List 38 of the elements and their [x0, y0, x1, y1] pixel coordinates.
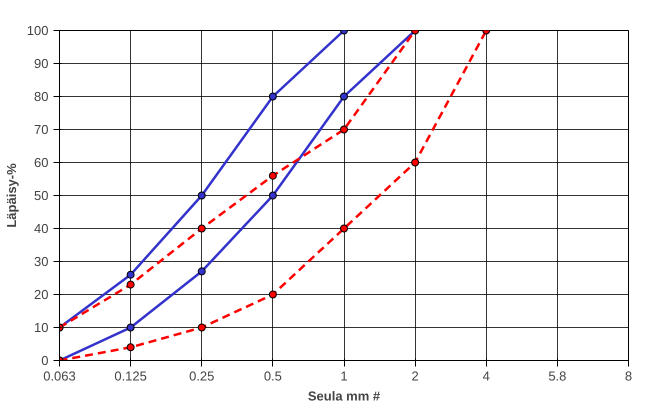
x-tick-label: 0.5 — [264, 368, 282, 384]
y-tick-label: 60 — [34, 155, 49, 170]
x-tick-label: 1 — [340, 368, 348, 384]
x-tick-label: 0.063 — [43, 368, 76, 384]
y-tick-label: 30 — [34, 254, 49, 269]
y-tick-label: 100 — [26, 23, 49, 38]
point — [126, 343, 135, 352]
y-tick-label: 50 — [34, 188, 49, 203]
point — [340, 92, 348, 100]
point — [198, 192, 206, 200]
point — [198, 267, 206, 276]
point — [268, 172, 277, 180]
x-tick-label: 5.8 — [548, 368, 566, 384]
point — [126, 280, 135, 289]
y-tick-label: 0 — [41, 353, 49, 368]
point — [268, 192, 277, 200]
y-tick-label: 90 — [34, 56, 49, 71]
y-tick-label: 10 — [34, 320, 49, 335]
point — [268, 92, 277, 100]
x-tick-label: 0.25 — [189, 368, 214, 384]
x-tick-label: 0.125 — [114, 368, 147, 384]
y-tick-label: 80 — [34, 89, 49, 104]
point — [198, 324, 206, 332]
x-tick-label: 8 — [624, 368, 632, 384]
point — [268, 290, 277, 298]
y-axis-title: Läpäisy-% — [4, 162, 19, 228]
y-tick-label: 20 — [34, 287, 49, 302]
point — [198, 224, 206, 232]
y-tick-label: 40 — [34, 221, 49, 236]
x-axis-title: Seula mm # — [308, 388, 381, 404]
point — [340, 126, 348, 134]
point — [126, 324, 135, 332]
y-tick-label: 70 — [34, 122, 49, 137]
x-tick-label: 2 — [412, 368, 419, 384]
x-tick-label: 4 — [482, 368, 490, 384]
point — [126, 270, 135, 279]
point — [340, 224, 348, 232]
point — [411, 158, 420, 166]
